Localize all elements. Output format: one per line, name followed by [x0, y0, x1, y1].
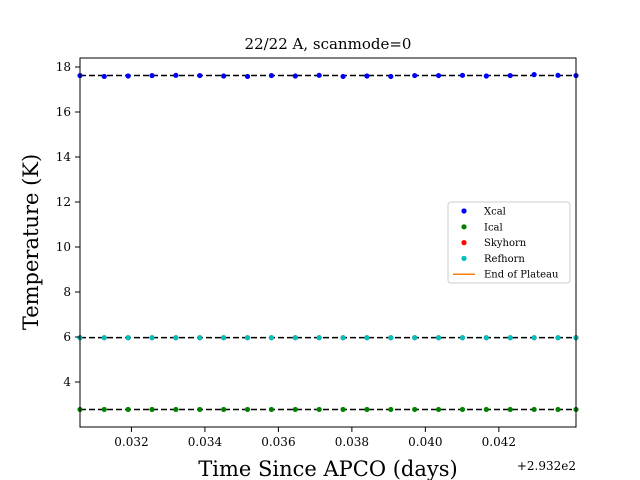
data-point-ical: [125, 406, 131, 413]
data-point-xcal: [459, 72, 466, 78]
data-point-xcal: [197, 72, 203, 79]
data-point-xcal: [244, 73, 251, 80]
data-point-refhorn: [292, 335, 298, 341]
data-point-ical: [459, 406, 466, 413]
data-point-refhorn: [244, 335, 251, 341]
legend-label: Xcal: [484, 207, 506, 218]
data-point-xcal: [435, 72, 442, 79]
data-point-refhorn: [388, 335, 394, 341]
y-tick-label: 10: [56, 240, 71, 254]
data-point-xcal: [388, 73, 394, 80]
data-point-ical: [268, 406, 275, 413]
data-point-xcal: [268, 72, 275, 79]
legend: Xcal Ical Skyhorn Refhorn End of Plateau: [447, 201, 571, 284]
y-tick-label: 6: [63, 330, 71, 344]
data-point-refhorn: [268, 335, 275, 341]
data-point-ical: [149, 406, 155, 413]
x-offset-label: +2.932e2: [517, 459, 576, 473]
legend-label: Ical: [484, 222, 503, 233]
x-tick-label: 0.032: [114, 435, 148, 449]
legend-box: [447, 201, 571, 284]
legend-marker-refhorn: [461, 255, 467, 261]
y-axis-label: Temperature (K): [19, 154, 43, 330]
y-tick-label: 14: [56, 150, 72, 164]
data-point-refhorn: [125, 335, 131, 341]
data-point-refhorn: [316, 335, 322, 341]
x-tick-label: 0.034: [188, 435, 223, 449]
data-point-ical: [173, 406, 179, 413]
data-point-xcal: [292, 73, 298, 79]
data-point-ical: [316, 406, 322, 413]
x-tick-label: 0.042: [482, 435, 516, 449]
data-point-xcal: [221, 73, 227, 79]
data-point-xcal: [149, 72, 155, 79]
data-point-refhorn: [435, 335, 442, 341]
data-point-xcal: [555, 72, 561, 78]
data-point-refhorn: [340, 335, 346, 341]
data-point-refhorn: [507, 335, 513, 341]
data-point-refhorn: [364, 335, 370, 341]
data-point-refhorn: [149, 335, 155, 341]
y-tick-label: 12: [56, 195, 71, 209]
data-point-xcal: [531, 72, 537, 78]
y-tick-label: 8: [63, 285, 71, 299]
data-point-ical: [555, 406, 561, 413]
data-point-ical: [507, 406, 513, 413]
plot-frame: [79, 57, 577, 428]
data-point-refhorn: [101, 335, 107, 341]
data-point-xcal: [340, 73, 346, 80]
data-point-ical: [364, 406, 370, 413]
x-axis-label: Time Since APCO (days): [198, 457, 457, 480]
y-tick-label: 4: [63, 375, 71, 389]
x-tick-label: 0.038: [335, 435, 369, 449]
data-point-xcal: [316, 72, 322, 78]
data-point-xcal: [364, 73, 370, 79]
legend-marker-xcal: [461, 208, 467, 214]
legend-label: End of Plateau: [484, 270, 559, 281]
data-point-xcal: [101, 73, 107, 80]
y-tick-label: 18: [56, 60, 71, 74]
data-point-ical: [101, 406, 107, 413]
data-point-ical: [435, 406, 442, 413]
plot-area: [77, 72, 579, 413]
data-point-ical: [531, 406, 537, 413]
data-point-ical: [197, 406, 203, 413]
data-point-ical: [412, 406, 418, 413]
data-point-refhorn: [531, 335, 537, 341]
data-point-xcal: [412, 72, 418, 79]
legend-marker-ical: [461, 224, 467, 230]
data-point-ical: [221, 406, 227, 413]
legend-label: Refhorn: [484, 254, 525, 265]
y-tick-label: 16: [56, 105, 71, 119]
legend-label: Skyhorn: [484, 238, 527, 249]
data-point-ical: [483, 406, 489, 413]
data-point-xcal: [125, 73, 131, 79]
data-point-refhorn: [459, 335, 466, 341]
data-point-refhorn: [483, 335, 489, 341]
data-point-refhorn: [555, 335, 561, 341]
data-point-ical: [340, 406, 346, 413]
x-tick-label: 0.040: [408, 435, 442, 449]
data-point-ical: [292, 406, 298, 413]
data-point-ical: [244, 406, 251, 413]
chart-title: 22/22 A, scanmode=0: [245, 35, 412, 53]
data-point-xcal: [173, 72, 179, 78]
legend-marker-skyhorn: [461, 240, 467, 246]
data-point-refhorn: [197, 335, 203, 341]
x-tick-label: 0.036: [261, 435, 295, 449]
data-point-xcal: [507, 72, 513, 79]
data-point-ical: [388, 406, 394, 413]
data-point-refhorn: [173, 335, 179, 341]
data-point-refhorn: [412, 335, 418, 341]
data-point-refhorn: [221, 335, 227, 341]
data-point-xcal: [483, 73, 489, 79]
axes: 0.032 0.034 0.036 0.038 0.040 0.042 4 6 8 10 12 14 1…: [56, 60, 516, 449]
